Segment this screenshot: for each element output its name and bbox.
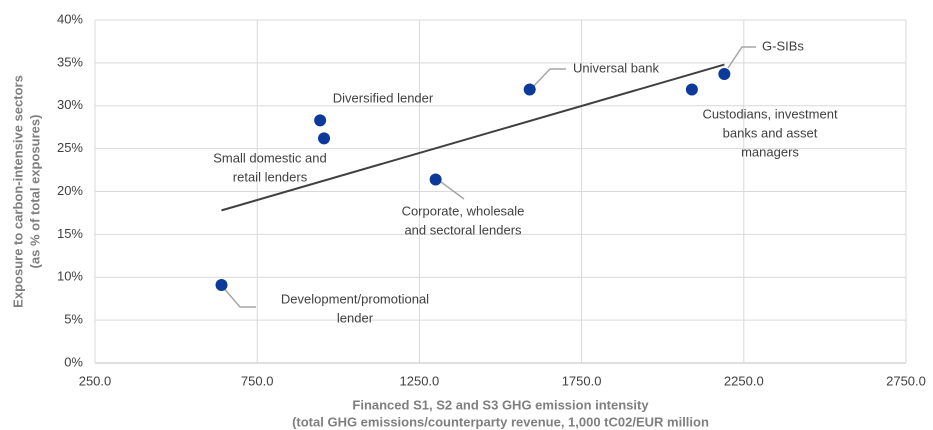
point-label: managers	[741, 144, 799, 159]
point-label: G-SIBs	[762, 38, 804, 53]
y-axis-title: (as % of total exposures)	[27, 115, 42, 269]
x-tick-label: 250.0	[79, 373, 112, 388]
point-label: Custodians, investment	[702, 106, 838, 121]
x-tick-label: 1250.0	[400, 373, 440, 388]
y-tick-label: 20%	[57, 183, 83, 198]
data-point	[318, 132, 331, 145]
x-tick-label: 750.0	[241, 373, 274, 388]
point-label: banks and asset	[723, 125, 818, 140]
y-axis-title: Exposure to carbon-intensive sectors	[10, 75, 25, 308]
y-tick-label: 30%	[57, 97, 83, 112]
point-label: lender	[337, 310, 374, 325]
data-point	[215, 278, 228, 291]
point-label: Small domestic and	[213, 150, 326, 165]
y-tick-label: 5%	[64, 312, 83, 327]
leader-line	[221, 285, 256, 308]
x-tick-label: 2250.0	[724, 373, 764, 388]
x-tick-label: 1750.0	[562, 373, 602, 388]
point-label: Corporate, wholesale	[402, 203, 525, 218]
data-point	[523, 83, 536, 96]
y-tick-label: 0%	[64, 354, 83, 369]
leader-line	[727, 46, 756, 69]
point-label: Diversified lender	[333, 90, 434, 105]
point-label: Development/promotional	[281, 291, 429, 306]
leader-line	[440, 181, 465, 200]
x-tick-label: 2750.0	[886, 373, 926, 388]
point-label: and sectoral lenders	[404, 222, 522, 237]
y-tick-label: 10%	[57, 269, 83, 284]
x-axis-title: (total GHG emissions/counterparty revenu…	[292, 414, 709, 429]
trendline	[221, 63, 725, 212]
leader-line	[530, 68, 566, 90]
point-label: Universal bank	[573, 60, 659, 75]
y-tick-label: 25%	[57, 140, 83, 155]
data-point	[314, 114, 327, 127]
y-tick-label: 35%	[57, 54, 83, 69]
point-label: retail lenders	[233, 169, 308, 184]
data-point	[429, 173, 442, 186]
data-point	[685, 83, 698, 96]
data-point	[718, 68, 731, 81]
x-axis-title: Financed S1, S2 and S3 GHG emission inte…	[352, 397, 649, 412]
y-tick-label: 40%	[57, 11, 83, 26]
y-tick-label: 15%	[57, 226, 83, 241]
